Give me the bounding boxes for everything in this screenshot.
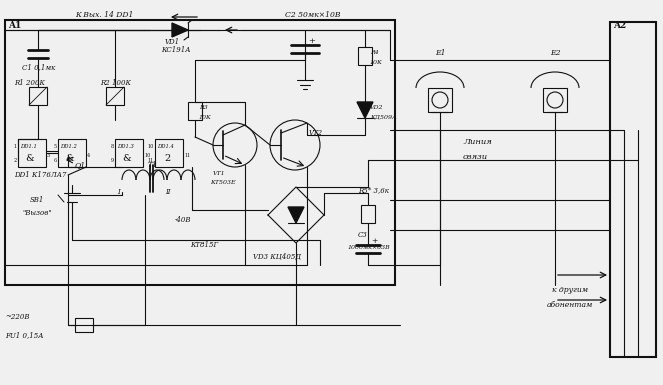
Text: +: + [371, 237, 377, 245]
Text: I: I [117, 188, 120, 196]
Text: VD1: VD1 [165, 38, 180, 46]
Text: FU1 0,15А: FU1 0,15А [5, 331, 44, 339]
Bar [29, 87, 47, 105]
Text: ~220В: ~220В [5, 313, 29, 321]
Text: R2 100К: R2 100К [100, 79, 131, 87]
Text: 8: 8 [111, 144, 114, 149]
Text: R3: R3 [199, 104, 208, 109]
Text: связи: связи [463, 153, 488, 161]
Text: 10: 10 [144, 152, 151, 157]
Text: E2: E2 [550, 49, 560, 57]
Text: 1000мк×63В: 1000мк×63В [348, 244, 391, 249]
Text: A2: A2 [613, 20, 627, 30]
Text: DD1.2: DD1.2 [60, 144, 77, 149]
Text: КТ815Г: КТ815Г [190, 241, 218, 249]
Bar [610, 22, 656, 357]
Polygon shape [288, 207, 304, 223]
Text: VT1: VT1 [213, 171, 225, 176]
Text: &: & [123, 154, 131, 162]
Text: 1: 1 [14, 144, 17, 149]
Text: R1 200К: R1 200К [14, 79, 45, 87]
Text: 5: 5 [54, 144, 57, 149]
Text: КС191А: КС191А [161, 46, 190, 54]
Bar [361, 205, 375, 223]
Text: 2: 2 [14, 157, 17, 162]
Text: абонентам: абонентам [547, 301, 593, 309]
Text: C3: C3 [358, 231, 368, 239]
Text: +: + [308, 37, 315, 45]
Text: &: & [66, 154, 74, 162]
Text: E1: E1 [435, 49, 446, 57]
Text: R4: R4 [370, 50, 379, 55]
Text: VD3 КЦ405Д: VD3 КЦ405Д [253, 253, 301, 261]
Text: КД509А: КД509А [370, 114, 396, 119]
Bar [543, 88, 567, 112]
Text: 11: 11 [184, 152, 190, 157]
Text: 10: 10 [148, 144, 154, 149]
Text: К Вых. 14 DD1: К Вых. 14 DD1 [75, 11, 133, 19]
Text: DD1.4: DD1.4 [157, 144, 174, 149]
Text: DD1.1: DD1.1 [20, 144, 37, 149]
Text: КТ503Е: КТ503Е [210, 179, 235, 184]
Text: С2 50мк×10В: С2 50мк×10В [285, 11, 341, 19]
Text: 10К: 10К [370, 60, 383, 65]
Text: "Вызов": "Вызов" [22, 209, 52, 217]
Bar [58, 139, 86, 167]
Text: A1: A1 [8, 20, 21, 30]
Text: 9: 9 [111, 157, 114, 162]
Bar [188, 102, 202, 120]
Bar [106, 87, 124, 105]
Text: 3: 3 [47, 152, 50, 157]
Text: С1 0,1мк: С1 0,1мк [22, 63, 55, 71]
Text: 6: 6 [54, 157, 57, 162]
Text: II: II [165, 188, 170, 196]
Text: к другим: к другим [552, 286, 588, 294]
Bar [75, 318, 93, 332]
Text: 10К: 10К [199, 114, 212, 119]
Bar [115, 139, 143, 167]
Text: 11: 11 [148, 157, 154, 162]
Bar [5, 20, 395, 285]
Bar [18, 139, 46, 167]
Text: 2: 2 [164, 154, 170, 162]
Text: Линия: Линия [463, 138, 492, 146]
Bar [155, 139, 183, 167]
Text: -40В: -40В [175, 216, 192, 224]
Polygon shape [172, 23, 188, 37]
Text: 4: 4 [87, 152, 90, 157]
Bar [428, 88, 452, 112]
Bar [358, 47, 372, 65]
Text: Q1: Q1 [75, 161, 86, 169]
Text: DD1 К176ЛА7: DD1 К176ЛА7 [14, 171, 66, 179]
Text: &: & [26, 154, 34, 162]
Polygon shape [357, 102, 373, 118]
Text: VT2: VT2 [309, 129, 323, 137]
Text: T1: T1 [148, 161, 158, 169]
Text: VD2: VD2 [370, 104, 383, 109]
Text: DD1.3: DD1.3 [117, 144, 134, 149]
Text: SB1: SB1 [30, 196, 44, 204]
Text: R5* 3,6к: R5* 3,6к [358, 186, 389, 194]
